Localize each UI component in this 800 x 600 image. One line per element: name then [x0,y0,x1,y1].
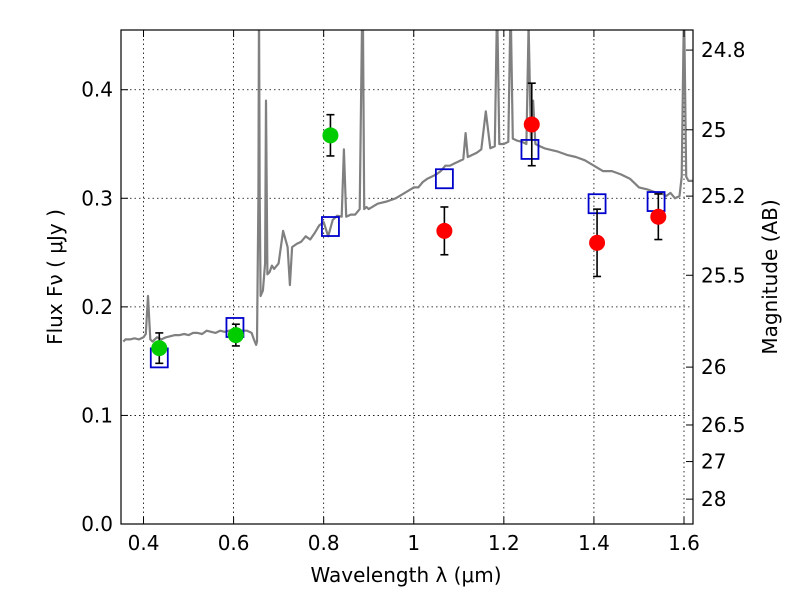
x-tick-label: 0.8 [308,531,340,555]
y2-tick-label: 25.5 [701,263,746,287]
x-tick-label: 0.6 [218,531,250,555]
y-axis-label: Flux Fν ( μJy ) [43,209,67,345]
observed-point [436,222,453,239]
x-axis-label: Wavelength λ (μm) [310,563,501,587]
y2-tick-label: 28 [701,487,726,511]
y2-tick-label: 25.2 [701,184,746,208]
grid [121,30,693,525]
y2-tick-label: 26.5 [701,413,746,437]
y2-axis-label: Magnitude (AB) [758,199,782,354]
model-square [321,216,340,237]
marker-layer [149,82,667,369]
observed-point [589,234,606,251]
x-tick-label: 1.6 [668,531,700,555]
x-tick-label: 1 [407,531,420,555]
data-layer [122,30,693,346]
y2-tick-label: 25 [701,118,726,142]
y-tick-label: 0.3 [81,186,113,210]
model-square [434,168,454,190]
observed-point [523,116,540,133]
y-tick-label: 0.4 [81,78,113,102]
observed-point [151,340,168,357]
model-square [646,191,666,212]
x-tick-label: 0.4 [128,531,160,555]
y2-tick-label: 27 [701,450,726,474]
y2-tick-label: 24.8 [701,38,746,62]
observed-point [227,327,244,344]
x-tick-label: 1.4 [578,531,610,555]
y-tick-label: 0.0 [81,512,113,536]
model-square [520,139,540,160]
y2-tick-label: 26 [701,355,726,379]
observed-point [650,208,667,225]
y-tick-label: 0.1 [81,403,113,427]
x-tick-label: 1.2 [488,531,520,555]
spectrum-line [122,30,693,346]
y-tick-label: 0.2 [81,295,113,319]
observed-point [322,127,339,144]
plot-frame [120,29,694,525]
ticks: 0.4 0.6 0.8 1 1.2 1.4 1.6 0.0 0.1 0.2 0.3 0.4 24.8 25… [81,30,746,555]
